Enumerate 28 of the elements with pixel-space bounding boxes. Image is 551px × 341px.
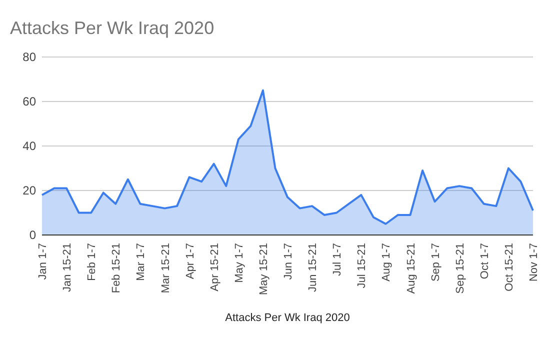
x-tick-label: Nov 1-7 bbox=[528, 243, 540, 282]
x-tick-label: Sep 15-21 bbox=[454, 243, 466, 294]
x-tick-label: Jun 15-21 bbox=[307, 243, 320, 292]
x-tick-label: Oct 15-21 bbox=[503, 243, 516, 292]
x-tick-label: Apr 1-7 bbox=[184, 243, 196, 280]
x-tick-label: Aug 15-21 bbox=[405, 243, 418, 294]
y-tick-label: 40 bbox=[22, 139, 36, 154]
x-tick-label: Mar 1-7 bbox=[135, 243, 148, 281]
x-tick-label: Jul 15-21 bbox=[356, 243, 368, 288]
x-tick-label: Jul 1-7 bbox=[332, 243, 344, 276]
x-tick-label: Aug 1-7 bbox=[380, 243, 393, 282]
y-tick-label: 80 bbox=[22, 50, 36, 64]
x-tick-label: May 1-7 bbox=[233, 243, 246, 283]
x-tick-label: Oct 1-7 bbox=[478, 243, 491, 280]
x-tick-label: Feb 15-21 bbox=[110, 243, 123, 294]
x-tick-label: Feb 1-7 bbox=[86, 243, 98, 281]
x-tick-label: Apr 15-21 bbox=[208, 243, 221, 292]
x-tick-label: Sep 1-7 bbox=[430, 243, 442, 282]
x-tick-label: Mar 15-21 bbox=[160, 243, 172, 294]
x-tick-label: Jun 1-7 bbox=[282, 243, 294, 280]
x-tick-label: Jan 15-21 bbox=[62, 243, 74, 292]
chart-title: Attacks Per Wk Iraq 2020 bbox=[10, 18, 214, 38]
x-axis-title: Attacks Per Wk Iraq 2020 bbox=[225, 312, 350, 324]
y-tick-label: 20 bbox=[22, 184, 36, 198]
y-tick-label: 60 bbox=[22, 94, 36, 109]
y-tick-label: 0 bbox=[29, 228, 36, 242]
x-tick-label: May 15-21 bbox=[258, 243, 270, 295]
x-tick-label: Jan 1-7 bbox=[37, 243, 49, 280]
